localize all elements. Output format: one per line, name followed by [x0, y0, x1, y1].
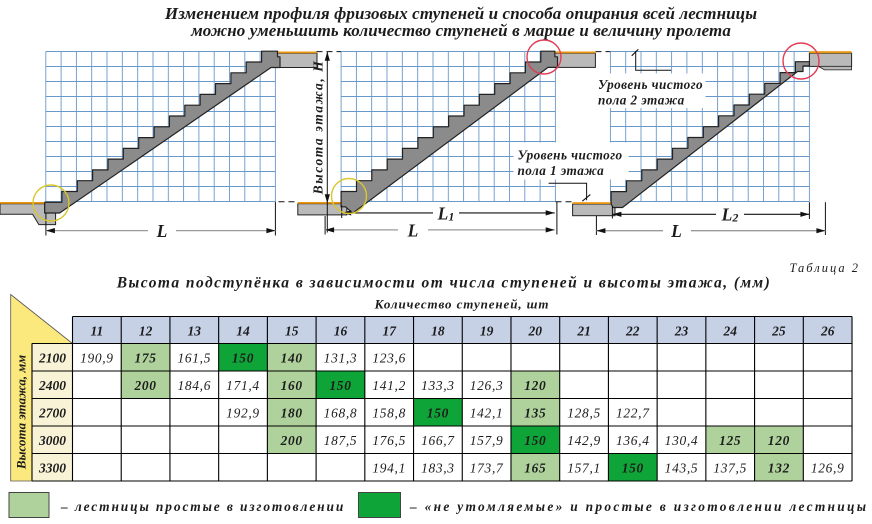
svg-text:L2: L2	[721, 205, 739, 225]
svg-text:Уровень чистого: Уровень чистого	[518, 147, 623, 162]
svg-text:150: 150	[622, 461, 644, 476]
svg-text:17: 17	[382, 324, 397, 339]
svg-text:194,1: 194,1	[372, 461, 406, 476]
svg-text:13: 13	[188, 324, 202, 339]
svg-text:158,8: 158,8	[372, 406, 406, 421]
svg-text:140: 140	[281, 351, 303, 366]
svg-text:166,7: 166,7	[421, 433, 455, 448]
svg-text:14: 14	[236, 324, 250, 339]
svg-text:2100: 2100	[38, 351, 66, 366]
svg-text:125: 125	[719, 433, 741, 448]
svg-text:23: 23	[674, 324, 689, 339]
svg-text:120: 120	[768, 433, 790, 448]
svg-text:171,4: 171,4	[226, 378, 260, 393]
svg-text:L1: L1	[437, 203, 455, 223]
svg-text:173,7: 173,7	[470, 461, 504, 476]
svg-text:150: 150	[524, 433, 546, 448]
svg-text:128,5: 128,5	[567, 406, 601, 421]
svg-text:21: 21	[576, 324, 591, 339]
svg-text:11: 11	[91, 324, 104, 339]
svg-text:123,6: 123,6	[372, 351, 406, 366]
svg-text:160: 160	[281, 378, 303, 393]
svg-text:3300: 3300	[38, 461, 66, 476]
svg-text:200: 200	[134, 378, 157, 393]
svg-text:133,3: 133,3	[421, 378, 455, 393]
svg-text:150: 150	[427, 406, 449, 421]
svg-text:20: 20	[528, 324, 543, 339]
svg-text:– лестницы простые в изготовле: – лестницы простые в изготовлении	[60, 499, 345, 514]
svg-text:2400: 2400	[38, 378, 66, 393]
svg-text:Таблица 2: Таблица 2	[790, 261, 860, 275]
svg-text:192,9: 192,9	[226, 406, 260, 421]
svg-text:168,8: 168,8	[324, 406, 358, 421]
svg-text:19: 19	[480, 324, 494, 339]
svg-text:187,5: 187,5	[324, 433, 358, 448]
svg-text:135: 135	[524, 406, 546, 421]
svg-text:Высота этажа, Н: Высота этажа, Н	[311, 60, 326, 196]
svg-text:184,6: 184,6	[177, 378, 211, 393]
svg-text:200: 200	[280, 433, 303, 448]
svg-text:– «не утомляемые» и простые в: – «не утомляемые» и простые в изготовлен…	[409, 499, 868, 514]
svg-text:131,3: 131,3	[324, 351, 358, 366]
svg-text:12: 12	[139, 324, 153, 339]
svg-text:126,9: 126,9	[811, 461, 845, 476]
svg-text:180: 180	[281, 406, 303, 421]
svg-text:24: 24	[722, 324, 737, 339]
svg-text:15: 15	[285, 324, 299, 339]
svg-text:136,4: 136,4	[616, 433, 650, 448]
svg-text:157,9: 157,9	[470, 433, 504, 448]
svg-text:150: 150	[232, 351, 254, 366]
svg-text:143,5: 143,5	[665, 461, 699, 476]
svg-text:Высота подступёнка в зависимо: Высота подступёнка в зависимости от числ…	[116, 275, 771, 292]
svg-text:26: 26	[820, 324, 835, 339]
svg-text:Количество ступеней, шт: Количество ступеней, шт	[374, 297, 550, 312]
svg-text:190,9: 190,9	[80, 351, 114, 366]
svg-text:25: 25	[771, 324, 786, 339]
svg-text:Уровень чистого: Уровень чистого	[598, 77, 703, 92]
svg-text:132: 132	[768, 461, 790, 476]
svg-text:Высота этажа, мм: Высота этажа, мм	[14, 355, 29, 470]
svg-text:142,9: 142,9	[567, 433, 601, 448]
svg-text:175: 175	[135, 351, 157, 366]
svg-text:120: 120	[524, 378, 546, 393]
svg-text:137,5: 137,5	[713, 461, 747, 476]
svg-text:122,7: 122,7	[616, 406, 650, 421]
svg-text:22: 22	[625, 324, 640, 339]
svg-text:L: L	[670, 221, 682, 241]
svg-text:157,1: 157,1	[567, 461, 601, 476]
svg-text:L: L	[156, 221, 168, 241]
svg-text:3000: 3000	[38, 433, 66, 448]
svg-text:142,1: 142,1	[470, 406, 504, 421]
svg-text:18: 18	[431, 324, 445, 339]
svg-text:16: 16	[334, 324, 348, 339]
svg-text:L: L	[407, 221, 419, 241]
svg-text:пола 2 этажа: пола 2 этажа	[598, 93, 685, 108]
svg-text:130,4: 130,4	[665, 433, 699, 448]
svg-text:183,3: 183,3	[421, 461, 455, 476]
svg-text:141,2: 141,2	[372, 378, 406, 393]
svg-text:126,3: 126,3	[470, 378, 504, 393]
svg-text:161,5: 161,5	[177, 351, 211, 366]
svg-text:150: 150	[329, 378, 351, 393]
svg-text:2700: 2700	[38, 406, 66, 421]
svg-text:176,5: 176,5	[372, 433, 406, 448]
svg-text:пола 1 этажа: пола 1 этажа	[518, 163, 605, 178]
svg-text:165: 165	[524, 461, 546, 476]
